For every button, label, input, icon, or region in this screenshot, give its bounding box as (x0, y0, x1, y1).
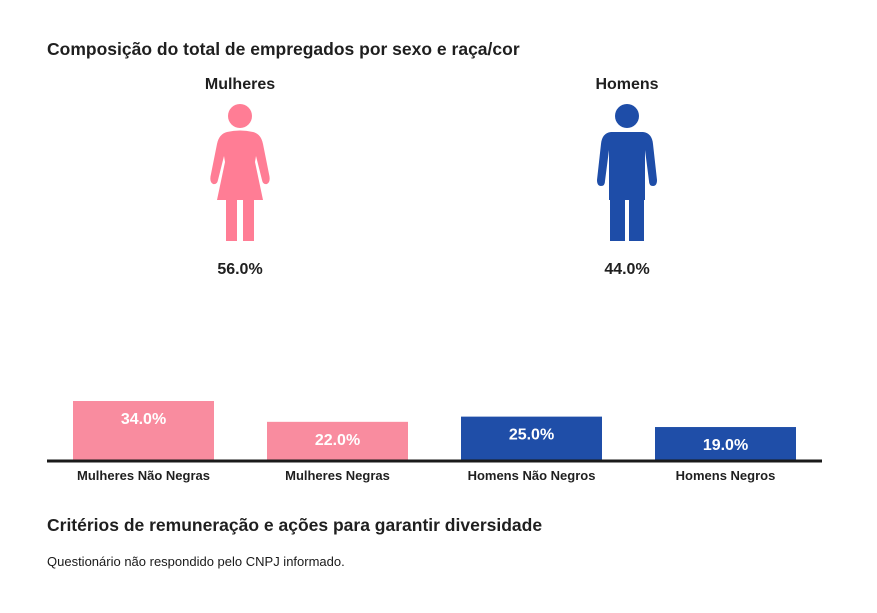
men-summary: Homens 44.0% (557, 75, 697, 278)
female-figure-icon (210, 104, 270, 241)
criteria-section-title: Critérios de remuneração e ações para ga… (47, 515, 543, 535)
women-percent: 56.0% (217, 261, 263, 278)
category-tick-label: Homens Negros (676, 468, 776, 483)
bar-homens-n-o-negros (461, 416, 602, 460)
criteria-note: Questionário não respondido pelo CNPJ in… (47, 554, 345, 569)
bar-value-label: 34.0% (121, 411, 166, 428)
bar-value-label: 19.0% (703, 437, 748, 454)
race-gender-bar-chart: 34.0% Mulheres Não Negras 22.0% Mulheres Ne… (47, 401, 822, 483)
bar-value-label: 25.0% (509, 427, 554, 444)
male-figure-icon (597, 104, 657, 241)
men-label: Homens (595, 76, 659, 93)
category-tick-label: Homens Não Negros (468, 468, 596, 483)
category-tick-label: Mulheres Negras (285, 468, 390, 483)
men-percent: 44.0% (604, 261, 650, 278)
category-tick-label: Mulheres Não Negras (77, 468, 210, 483)
bar-value-label: 22.0% (315, 432, 360, 449)
bar-mulheres-n-o-negras (73, 401, 214, 460)
women-summary: Mulheres 56.0% (170, 75, 310, 278)
bar-homens-negros (655, 427, 796, 460)
composition-section-title: Composição do total de empregados por se… (47, 39, 520, 59)
bar-mulheres-negras (267, 421, 408, 460)
women-label: Mulheres (204, 76, 276, 93)
